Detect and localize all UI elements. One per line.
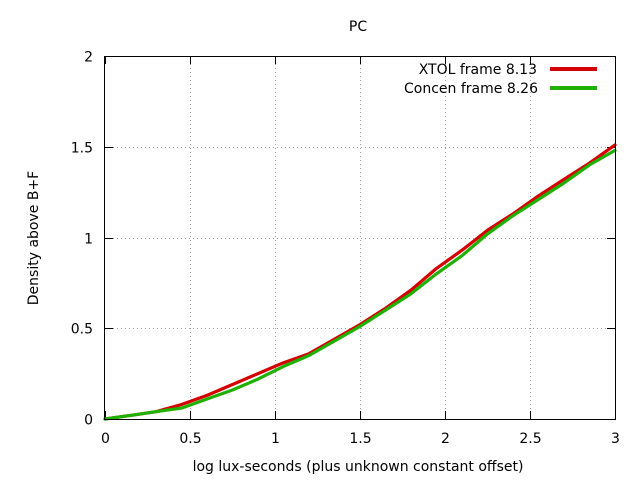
plot-frame [104,56,616,420]
y-axis-label: Density above B+F [26,171,42,305]
y-tick-label: 1 [84,232,93,248]
x-tick-label: 1.5 [349,431,371,447]
series-line-1 [103,148,617,421]
legend: XTOL frame 8.13 Concen frame 8.26 [404,62,597,97]
chart-title: PC [349,19,367,35]
x-tick-label: 1 [271,431,280,447]
x-tick-label: 0 [101,431,110,447]
x-tick-label: 3 [611,431,620,447]
y-tick-label: 0.5 [71,322,93,338]
series-lines [103,143,617,421]
x-tick-label: 2.5 [519,431,541,447]
axis-ticks: 0 0.5 1 1.5 2 0 0.5 1 1.5 2 2.5 3 [71,50,620,448]
y-tick-label: 1.5 [71,141,93,157]
x-axis-label: log lux-seconds (plus unknown constant o… [193,459,524,475]
x-tick-label: 0.5 [179,431,201,447]
y-tick-label: 2 [84,50,93,66]
y-tick-label: 0 [84,413,93,429]
legend-label-xtol: XTOL frame 8.13 [419,62,537,78]
legend-label-concen: Concen frame 8.26 [404,81,538,97]
grid [105,56,615,419]
x-tick-label: 2 [441,431,450,447]
